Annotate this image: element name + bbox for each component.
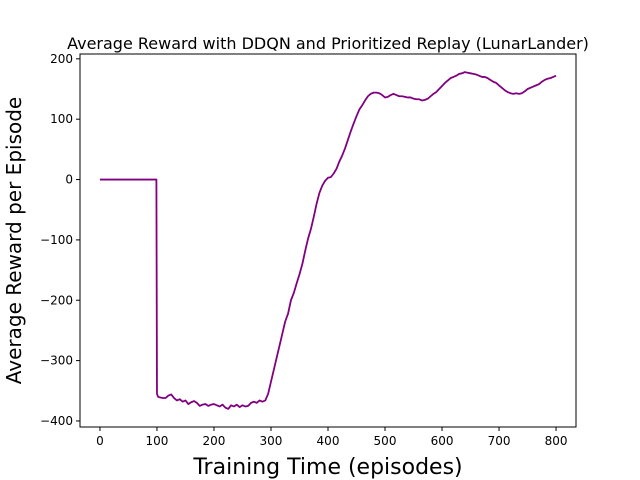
x-tick-label: 700 (488, 434, 511, 448)
y-tick-label: −100 (40, 233, 73, 247)
series-line-0 (99, 71, 557, 410)
y-tick-label: 100 (50, 112, 73, 126)
x-tick-label: 0 (96, 434, 104, 448)
x-tick-label: 200 (203, 434, 226, 448)
y-tick-label: −200 (40, 293, 73, 307)
y-tick-label: −400 (40, 414, 73, 428)
x-tick-label: 500 (374, 434, 397, 448)
y-axis-label: Average Reward per Episode (2, 97, 26, 384)
x-axis: 0 100 200 300 400 500 600 700 800 (96, 427, 567, 448)
x-axis-label: Training Time (episodes) (192, 455, 462, 480)
x-tick-label: 400 (317, 434, 340, 448)
x-tick-label: 100 (146, 434, 169, 448)
plot-area (79, 53, 577, 428)
y-tick-label: 200 (50, 52, 73, 66)
plot-frame (79, 53, 577, 428)
x-tick-label: 800 (545, 434, 568, 448)
x-tick-label: 300 (260, 434, 283, 448)
y-axis: −400 −300 −200 −100 0 100 200 (40, 52, 80, 428)
y-tick-label: −300 (40, 354, 73, 368)
y-tick-label: 0 (65, 173, 73, 187)
x-tick-label: 600 (431, 434, 454, 448)
chart-title: Average Reward with DDQN and Prioritized… (67, 34, 589, 53)
